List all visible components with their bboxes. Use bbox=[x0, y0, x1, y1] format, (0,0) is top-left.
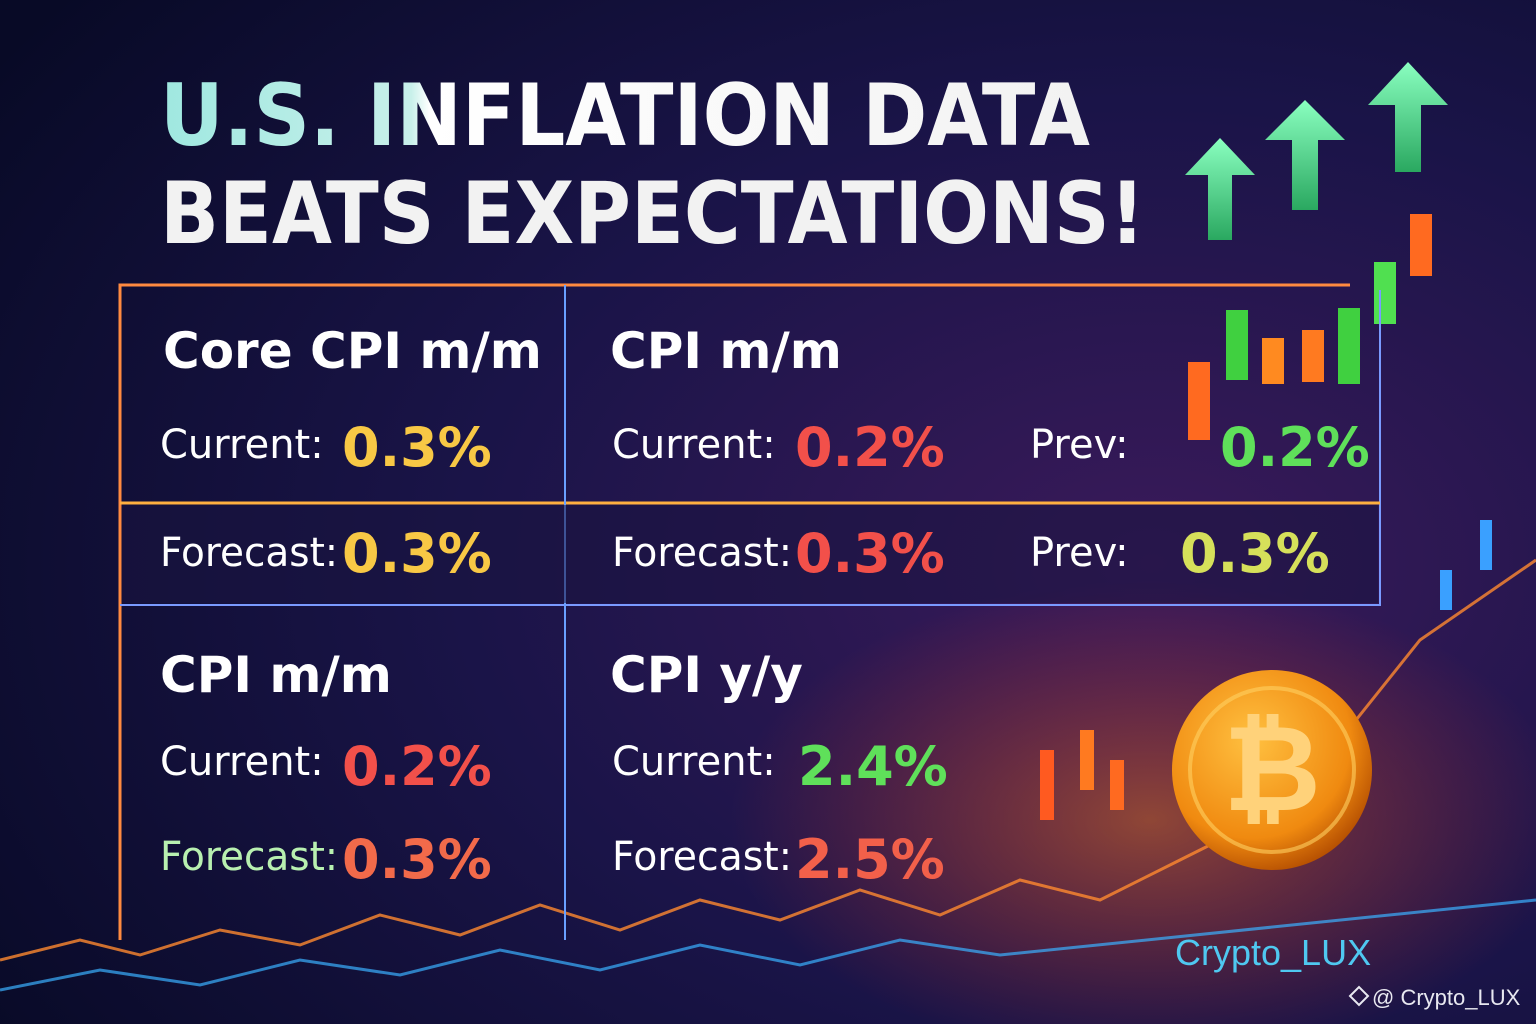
row-value: 0.2% bbox=[795, 416, 945, 479]
row-value: 2.4% bbox=[798, 735, 948, 798]
panel-frame bbox=[118, 283, 1381, 940]
watermark: Crypto_LUX bbox=[1175, 932, 1371, 973]
panel-heading: CPI y/y bbox=[610, 646, 803, 704]
bitcoin-coin: ₿ bbox=[1172, 670, 1372, 870]
panel-heading: CPI m/m bbox=[610, 322, 842, 380]
row-label: Current: bbox=[612, 739, 776, 785]
row-label: Prev: bbox=[1030, 422, 1129, 468]
row-label: Current: bbox=[612, 422, 776, 468]
row-label: Forecast: bbox=[160, 530, 338, 576]
row-value: 0.3% bbox=[795, 522, 945, 585]
row-value: 0.3% bbox=[342, 522, 492, 585]
row-value: 2.5% bbox=[795, 828, 945, 891]
row-label: Forecast: bbox=[612, 834, 792, 880]
title: U.S. INFLATION DATA bbox=[160, 66, 1090, 166]
row-value: 0.2% bbox=[342, 735, 492, 798]
row-label: Forecast: bbox=[612, 530, 792, 576]
logo-icon bbox=[1348, 985, 1370, 1007]
row-value: 0.3% bbox=[1180, 522, 1330, 585]
up-arrows bbox=[1185, 62, 1448, 240]
panel-heading: Core CPI m/m bbox=[163, 322, 542, 380]
wave bbox=[0, 898, 1536, 992]
candles bbox=[1040, 214, 1492, 820]
row-value: 0.3% bbox=[342, 828, 492, 891]
title: BEATS EXPECTATIONS! bbox=[160, 164, 1145, 264]
svg-text:₿: ₿ bbox=[1223, 700, 1321, 839]
row-label: Current: bbox=[160, 422, 324, 468]
row-value: 0.2% bbox=[1220, 416, 1370, 479]
panel-heading: CPI m/m bbox=[160, 646, 392, 704]
footer-credit: @ Crypto_LUX bbox=[1372, 985, 1521, 1010]
row-value: 0.3% bbox=[342, 416, 492, 479]
row-label: Current: bbox=[160, 739, 324, 785]
row-label: Prev: bbox=[1030, 530, 1129, 576]
row-label: Forecast: bbox=[160, 834, 338, 880]
